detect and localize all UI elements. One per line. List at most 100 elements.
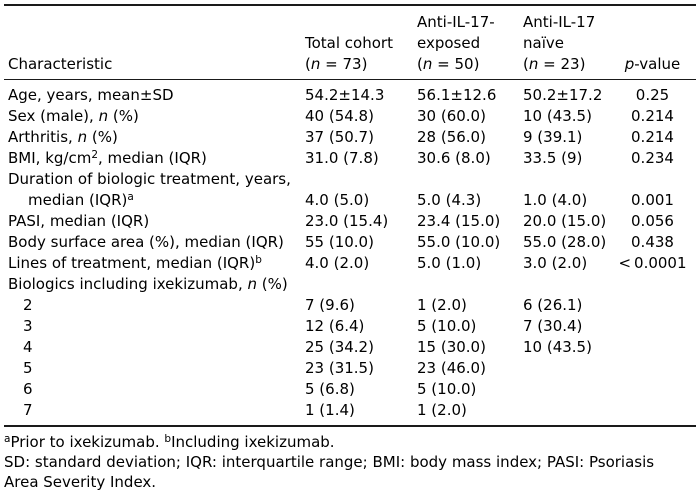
total-cohort-cell: 25 (34.2) (305, 338, 374, 356)
table-row: Age, years, mean±SD 54.2±14.3 56.1±12.6 … (4, 80, 696, 107)
row-label-line: 2 (23, 295, 305, 316)
italic-text: n (528, 55, 539, 73)
superscript: 2 (91, 149, 99, 161)
table-row: 2 7 (9.6) 1 (2.0) 6 (26.1) (4, 295, 696, 316)
anti-il17-naive-cell: 7 (30.4) (523, 317, 583, 335)
footnote-superscript-definitions: aPrior to ixekizumab. bIncluding ixekizu… (4, 432, 688, 452)
text-part: Body surface area (%), median (IQR) (8, 233, 284, 251)
p-value-cell: 0.438 (631, 233, 674, 251)
header-line: (n = 23) (523, 54, 609, 75)
row-label-cell: 4 (4, 337, 305, 358)
table-header: Characteristic Total cohort (n = 73) Anti… (4, 5, 696, 80)
row-label-line: PASI, median (IQR) (8, 211, 305, 232)
total-cohort-cell: 4.0 (2.0) (305, 254, 370, 272)
row-label-line: 6 (23, 379, 305, 400)
text-part: Characteristic (8, 55, 113, 73)
anti-il17-exposed-cell: 23.4 (15.0) (417, 212, 501, 230)
p-value-cell (609, 358, 696, 379)
table-row: 4 25 (34.2) 15 (30.0) 10 (43.5) (4, 337, 696, 358)
anti-il17-naive-cell (523, 400, 609, 425)
anti-il17-naive-cell: 10 (43.5) (523, 107, 592, 125)
footnotes: aPrior to ixekizumab. bIncluding ixekizu… (4, 425, 696, 490)
total-cohort-cell: 55 (10.0) (305, 233, 374, 251)
text-part: , median (IQR) (98, 149, 207, 167)
row-label-cell: Biologics including ixekizumab, n (%) (4, 274, 305, 295)
text-part: 5 (23, 359, 33, 377)
row-label-cell: BMI, kg/cm2, median (IQR) (4, 148, 305, 169)
p-value-cell: < 0.0001 (618, 254, 687, 272)
text-part: PASI, median (IQR) (8, 212, 150, 230)
italic-text: n (77, 128, 88, 146)
p-value-cell (609, 274, 696, 295)
header-line: exposed (417, 33, 523, 54)
text-part: median (IQR) (28, 191, 128, 209)
table-row: Sex (male), n (%) 40 (54.8) 30 (60.0) 10… (4, 106, 696, 127)
italic-text: n (98, 107, 109, 125)
text-part: Prior to ixekizumab. (10, 433, 165, 451)
row-label-cell: 5 (4, 358, 305, 379)
row-label-line: Sex (male), n (%) (8, 106, 305, 127)
text-part: Age, years, mean±SD (8, 86, 174, 104)
row-label-cell: 7 (4, 400, 305, 425)
text-part: (%) (257, 275, 288, 293)
row-label-line: Body surface area (%), median (IQR) (8, 232, 305, 253)
anti-il17-exposed-cell: 30.6 (8.0) (417, 149, 491, 167)
text-part: Including ixekizumab. (171, 433, 335, 451)
text-part: = 23) (538, 55, 586, 73)
text-part: = 50) (432, 55, 480, 73)
text-part: 7 (23, 401, 33, 419)
anti-il17-exposed-cell: 56.1±12.6 (417, 86, 497, 104)
table-row: Duration of biologic treatment, years, me… (4, 169, 696, 211)
table-row: Body surface area (%), median (IQR) 55 (… (4, 232, 696, 253)
table-body: Age, years, mean±SD 54.2±14.3 56.1±12.6 … (4, 80, 696, 426)
row-label-cell: Body surface area (%), median (IQR) (4, 232, 305, 253)
text-part: ( (523, 55, 529, 73)
total-cohort-cell: 7 (9.6) (305, 296, 355, 314)
footnote-abbreviations: SD: standard deviation; IQR: interquarti… (4, 452, 688, 490)
text-part: Duration of biologic treatment, years, (8, 170, 291, 188)
text-part: (%) (108, 107, 139, 125)
total-cohort-cell (305, 274, 417, 295)
total-cohort-cell: 40 (54.8) (305, 107, 374, 125)
row-label-cell: Lines of treatment, median (IQR)b (4, 253, 305, 274)
table-row: Lines of treatment, median (IQR)b 4.0 (2… (4, 253, 696, 274)
anti-il17-exposed-cell: 55.0 (10.0) (417, 233, 501, 251)
header-line: Anti-IL-17 (523, 12, 609, 33)
anti-il17-naive-cell: 20.0 (15.0) (523, 212, 607, 230)
p-value-cell: 0.001 (631, 191, 674, 209)
text-part: Anti-IL-17- (417, 13, 495, 31)
anti-il17-exposed-cell: 1 (2.0) (417, 401, 467, 419)
row-label-line: 4 (23, 337, 305, 358)
header-line: (n = 50) (417, 54, 523, 75)
row-label-cell: 6 (4, 379, 305, 400)
total-cohort-cell: 12 (6.4) (305, 317, 365, 335)
row-label-cell: 2 (4, 295, 305, 316)
row-label-cell: Duration of biologic treatment, years, me… (4, 169, 305, 211)
header-line: Total cohort (305, 33, 417, 54)
italic-text: p (624, 55, 635, 73)
anti-il17-naive-cell (523, 379, 609, 400)
anti-il17-exposed-cell (417, 274, 523, 295)
text-part: BMI, kg/cm (8, 149, 92, 167)
total-cohort-cell: 23.0 (15.4) (305, 212, 389, 230)
col-header-anti-il17-exposed: Anti-IL-17- exposed (n = 50) (417, 5, 523, 80)
total-cohort-cell: 54.2±14.3 (305, 86, 385, 104)
anti-il17-naive-cell: 50.2±17.2 (523, 86, 603, 104)
text-part: Biologics including ixekizumab, (8, 275, 248, 293)
total-cohort-cell: 4.0 (5.0) (305, 191, 370, 209)
row-label-line: Duration of biologic treatment, years, (8, 169, 305, 190)
p-value-cell: 0.056 (631, 212, 674, 230)
anti-il17-exposed-cell: 30 (60.0) (417, 107, 486, 125)
text-part: Arthritis, (8, 128, 78, 146)
table-row: 3 12 (6.4) 5 (10.0) 7 (30.4) (4, 316, 696, 337)
anti-il17-exposed-cell: 5.0 (1.0) (417, 254, 482, 272)
table-row: 7 1 (1.4) 1 (2.0) (4, 400, 696, 425)
header-line: p-value (609, 54, 696, 75)
superscript: a (4, 433, 11, 445)
total-cohort-cell: 23 (31.5) (305, 359, 374, 377)
row-label-cell: 3 (4, 316, 305, 337)
anti-il17-naive-cell: 10 (43.5) (523, 338, 592, 356)
table-row: 6 5 (6.8) 5 (10.0) (4, 379, 696, 400)
anti-il17-naive-cell (523, 358, 609, 379)
p-value-cell (609, 316, 696, 337)
